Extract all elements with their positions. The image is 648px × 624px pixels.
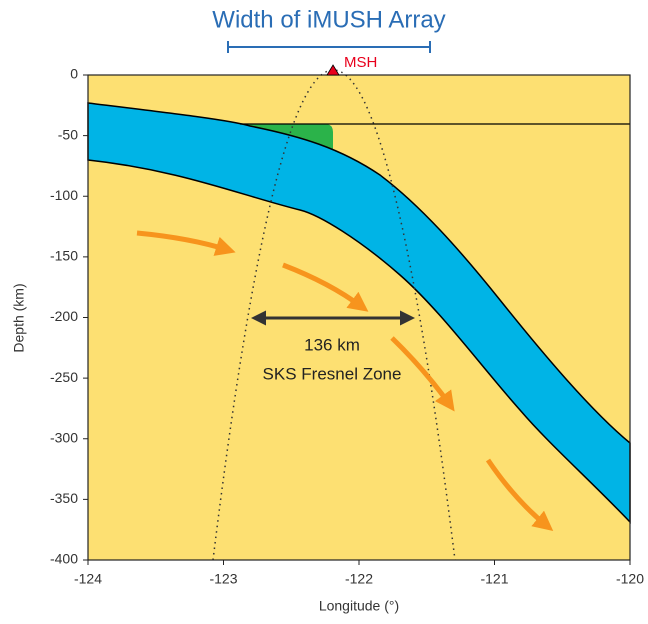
array-bracket [227, 41, 431, 53]
x-tick-label: -121 [480, 571, 508, 587]
y-tick-label: -50 [58, 126, 78, 142]
flow-arrows [136, 230, 554, 532]
y-tick-label: -200 [50, 308, 78, 324]
y-axis-label: Depth (km) [11, 283, 27, 352]
width-label: 136 km [304, 335, 360, 354]
x-tick-label: -124 [74, 571, 102, 587]
zone-label: SKS Fresnel Zone [263, 364, 402, 383]
y-tick-label: -150 [50, 248, 78, 264]
chart-title: Width of iMUSH Array [212, 6, 445, 33]
x-tick-label: -123 [209, 571, 237, 587]
y-tick-label: -400 [50, 551, 78, 567]
y-tick-label: 0 [70, 66, 78, 82]
x-axis-label: Longitude (°) [319, 598, 399, 614]
volcano-label: MSH [344, 54, 377, 71]
x-tick-label: -122 [345, 571, 373, 587]
y-tick-label: -250 [50, 369, 78, 385]
y-tick-label: -100 [50, 187, 78, 203]
y-tick-label: -350 [50, 490, 78, 506]
y-tick-label: -300 [50, 429, 78, 445]
volcano-marker [326, 64, 340, 76]
x-tick-label: -120 [616, 571, 644, 587]
